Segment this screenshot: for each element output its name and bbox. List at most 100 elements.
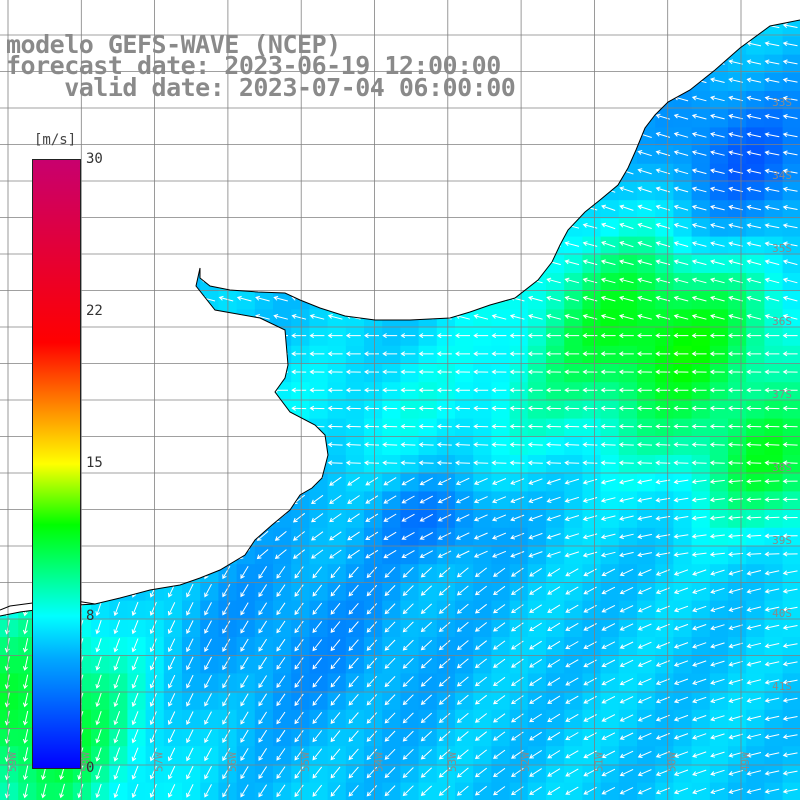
wind-arrow (384, 748, 396, 760)
wind-arrow (456, 658, 469, 669)
wind-arrow (182, 423, 198, 429)
wind-arrow (418, 41, 434, 47)
wind-arrow (601, 623, 616, 631)
wind-arrow (547, 750, 561, 759)
wind-arrow (527, 369, 543, 375)
wind-arrow (113, 674, 121, 689)
wind-arrow (436, 369, 452, 375)
wind-arrow (438, 712, 451, 724)
wind-arrow (95, 747, 102, 762)
colorbar-tick-30: 30 (86, 151, 103, 167)
wind-arrow (131, 747, 139, 762)
wind-arrow (473, 514, 488, 522)
wind-arrow (401, 477, 415, 486)
wind-arrow (402, 694, 414, 706)
wind-arrow (455, 477, 470, 486)
wind-arrow (218, 223, 234, 229)
wind-arrow (474, 731, 488, 741)
wind-arrow (186, 583, 194, 598)
wind-arrow (131, 729, 139, 744)
wind-arrow (582, 460, 598, 466)
wind-arrow (383, 5, 397, 10)
wind-arrow (456, 621, 469, 632)
wind-arrow (673, 623, 689, 631)
wind-arrow (546, 442, 562, 448)
wind-arrow (222, 729, 231, 743)
wind-arrow (94, 493, 104, 506)
wind-arrow (218, 204, 234, 211)
wind-arrow (22, 674, 29, 690)
wind-arrow (91, 442, 107, 448)
wind-arrow (637, 351, 653, 357)
wind-arrow (222, 620, 231, 634)
wind-arrow (529, 658, 542, 668)
wind-arrow (455, 204, 470, 211)
wind-arrow (546, 223, 561, 229)
wind-arrow (127, 369, 143, 375)
wind-arrow (109, 150, 125, 156)
wind-arrow (384, 657, 396, 669)
wind-arrow (637, 22, 652, 29)
wind-arrow (546, 551, 561, 558)
wind-arrow (764, 570, 780, 576)
wind-arrow (673, 295, 689, 302)
wind-arrow (112, 548, 122, 561)
wind-arrow (418, 405, 434, 411)
wind-arrow (619, 533, 634, 540)
wind-arrow (167, 565, 176, 580)
wind-arrow (746, 423, 762, 429)
wind-arrow (384, 585, 396, 597)
wind-arrow (493, 713, 506, 723)
wind-arrow (109, 423, 125, 429)
wind-arrow (182, 442, 198, 448)
wind-arrow (309, 351, 325, 357)
wind-arrow (348, 712, 359, 724)
wind-arrow (582, 150, 598, 156)
wind-arrow (145, 405, 161, 411)
wind-arrow (348, 766, 359, 779)
wind-arrow (186, 602, 194, 616)
wind-arrow (509, 41, 525, 47)
wind-arrow (437, 514, 452, 522)
wind-arrow (127, 277, 143, 284)
wind-arrow (493, 767, 506, 778)
wind-arrow (311, 531, 324, 541)
wind-arrow (691, 479, 707, 485)
wind-arrow (691, 259, 707, 266)
wind-arrow (294, 730, 304, 743)
wind-arrow (365, 495, 379, 504)
wind-arrow (673, 77, 689, 84)
wind-arrow (294, 639, 304, 652)
wind-arrow (109, 277, 125, 284)
wind-arrow (764, 150, 780, 156)
wind-arrow (200, 204, 216, 211)
wind-arrow (728, 186, 743, 193)
wind-arrow (582, 333, 598, 339)
wind-arrow (330, 584, 341, 597)
wind-arrow (131, 783, 139, 799)
wind-arrow (18, 168, 34, 175)
wind-arrow (402, 730, 414, 742)
wind-arrow (200, 351, 216, 357)
wind-arrow (456, 712, 469, 723)
wind-arrow (273, 204, 288, 211)
wind-arrow (291, 223, 307, 229)
wind-arrow (601, 59, 616, 66)
wind-arrow (236, 460, 252, 466)
wind-arrow (167, 674, 176, 689)
wind-arrow (309, 369, 325, 375)
wind-arrow (746, 715, 762, 722)
wind-arrow (258, 620, 268, 634)
wind-arrow (565, 604, 579, 613)
wind-arrow (164, 277, 179, 284)
wind-arrow (509, 259, 525, 266)
lat-label: 41S (772, 680, 792, 693)
wind-arrow (167, 711, 176, 725)
wind-arrow (220, 476, 232, 487)
wind-arrow (692, 787, 707, 795)
wind-arrow (364, 132, 379, 138)
wind-arrow (491, 113, 507, 120)
wind-arrow (222, 584, 231, 598)
